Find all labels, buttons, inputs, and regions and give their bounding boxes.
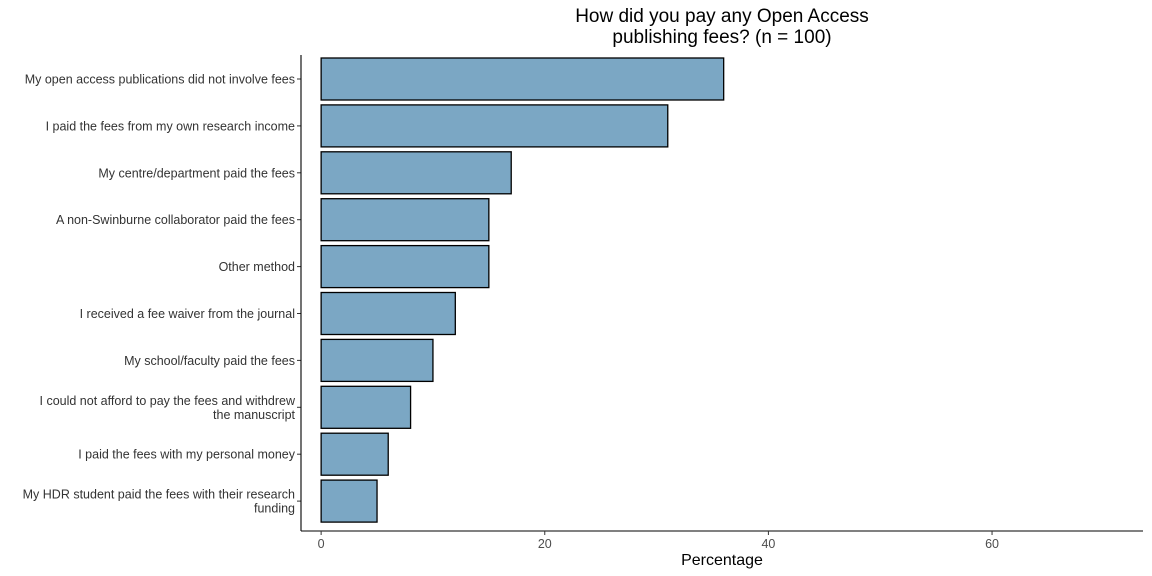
category-labels: My open access publications did not invo… [23, 73, 301, 516]
category-label: the manuscript [213, 408, 296, 422]
chart-title: How did you pay any Open Accesspublishin… [575, 6, 869, 48]
bar [320, 432, 389, 476]
category-label: My centre/department paid the fees [98, 166, 295, 180]
bar [320, 104, 669, 148]
x-axis-ticks: 0 20 40 60 [318, 531, 999, 551]
bar [320, 151, 512, 195]
bar [320, 385, 412, 429]
category-label: A non-Swinburne collaborator paid the fe… [56, 213, 295, 227]
category-label: I paid the fees with my personal money [78, 448, 296, 462]
category-label: I could not afford to pay the fees and w… [40, 394, 296, 408]
category-label: I paid the fees from my own research inc… [46, 119, 295, 133]
x-tick-label: 60 [985, 537, 999, 551]
category-label: My open access publications did not invo… [25, 73, 295, 87]
chart-title-line: How did you pay any Open Access [575, 6, 869, 27]
bar [320, 57, 725, 101]
bar [320, 244, 490, 289]
category-label: My school/faculty paid the fees [124, 354, 295, 368]
x-tick-label: 40 [761, 537, 775, 551]
x-axis-label: Percentage [681, 552, 763, 569]
category-label: I received a fee waiver from the journal [80, 307, 295, 321]
bar [320, 198, 490, 242]
bar [320, 479, 378, 523]
bars [320, 57, 725, 523]
category-label: My HDR student paid the fees with their … [23, 488, 295, 502]
bar [320, 291, 456, 336]
category-label: Other method [219, 260, 295, 274]
chart-title-line: publishing fees? (n = 100) [612, 27, 831, 48]
x-tick-label: 20 [538, 537, 552, 551]
bar [320, 338, 434, 383]
x-tick-label: 0 [318, 537, 325, 551]
category-label: funding [254, 502, 295, 516]
